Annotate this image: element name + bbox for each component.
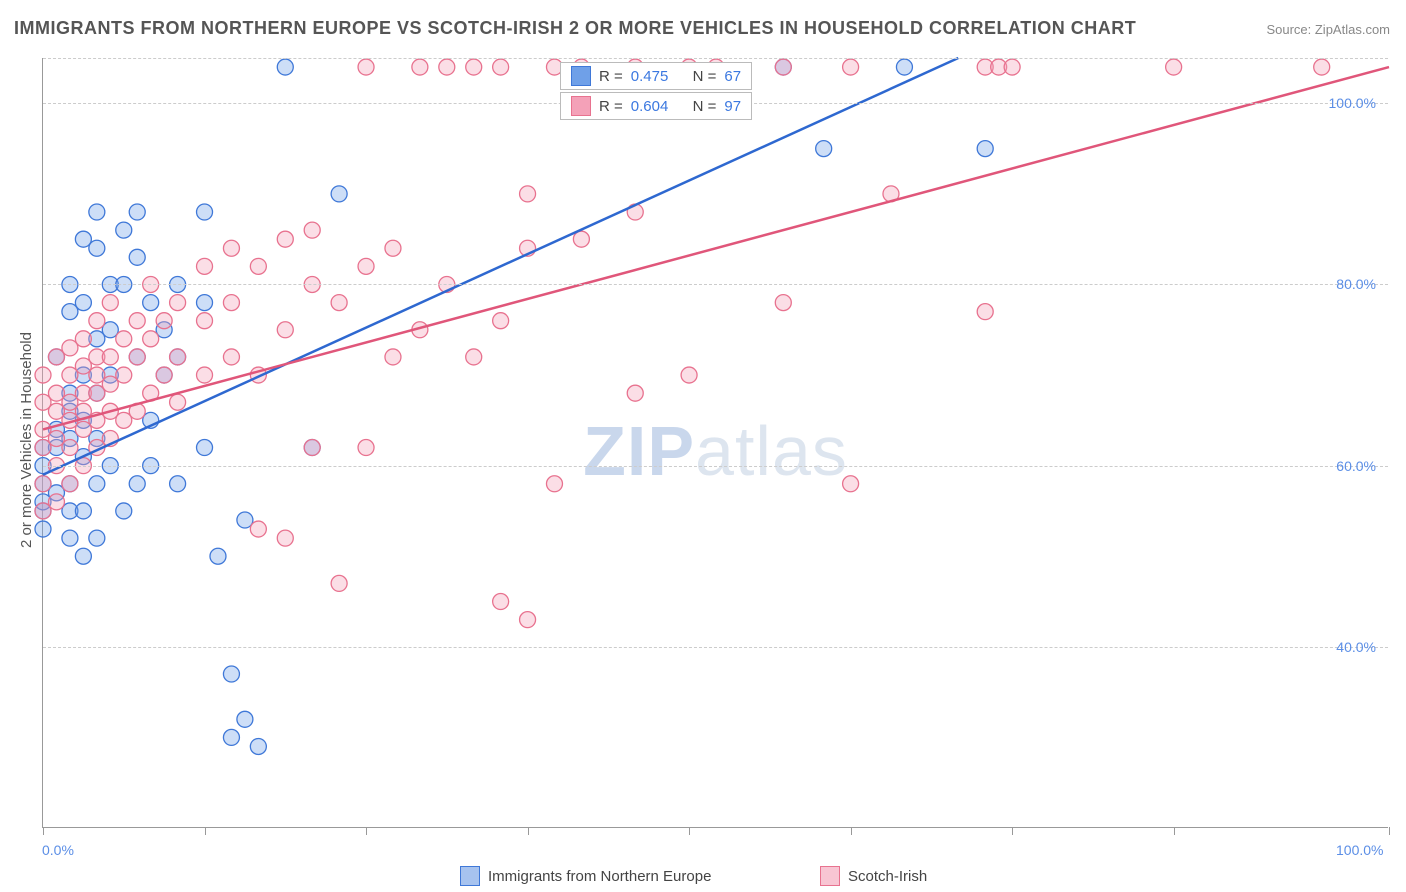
- n-label: N =: [693, 98, 717, 115]
- y-tick-label: 100.0%: [1329, 95, 1376, 111]
- r-value-pink: 0.604: [631, 98, 669, 115]
- legend-label-blue: Immigrants from Northern Europe: [488, 868, 711, 885]
- plot-area: ZIPatlas 40.0%60.0%80.0%100.0%: [42, 58, 1388, 828]
- n-value-blue: 67: [724, 68, 741, 85]
- r-label: R =: [599, 98, 623, 115]
- n-label: N =: [693, 68, 717, 85]
- bottom-legend-blue: Immigrants from Northern Europe: [460, 866, 711, 886]
- y-tick-label: 80.0%: [1336, 276, 1376, 292]
- x-tick-label: 0.0%: [42, 842, 74, 858]
- legend-stats-pink: R = 0.604 N = 97: [560, 92, 752, 120]
- swatch-blue-icon: [460, 866, 480, 886]
- r-value-blue: 0.475: [631, 68, 669, 85]
- swatch-pink: [571, 96, 591, 116]
- y-tick-label: 60.0%: [1336, 458, 1376, 474]
- legend-label-pink: Scotch-Irish: [848, 868, 927, 885]
- chart-container: IMMIGRANTS FROM NORTHERN EUROPE VS SCOTC…: [0, 0, 1406, 892]
- bottom-legend-pink: Scotch-Irish: [820, 866, 927, 886]
- y-tick-label: 40.0%: [1336, 639, 1376, 655]
- legend-stats-blue: R = 0.475 N = 67: [560, 62, 752, 90]
- swatch-pink-icon: [820, 866, 840, 886]
- y-axis-title: 2 or more Vehicles in Household: [18, 332, 35, 548]
- source-attribution: Source: ZipAtlas.com: [1266, 22, 1390, 37]
- scatter-svg: [43, 58, 1388, 827]
- n-value-pink: 97: [724, 98, 741, 115]
- swatch-blue: [571, 66, 591, 86]
- x-tick-label: 100.0%: [1336, 842, 1383, 858]
- chart-title: IMMIGRANTS FROM NORTHERN EUROPE VS SCOTC…: [14, 18, 1136, 39]
- r-label: R =: [599, 68, 623, 85]
